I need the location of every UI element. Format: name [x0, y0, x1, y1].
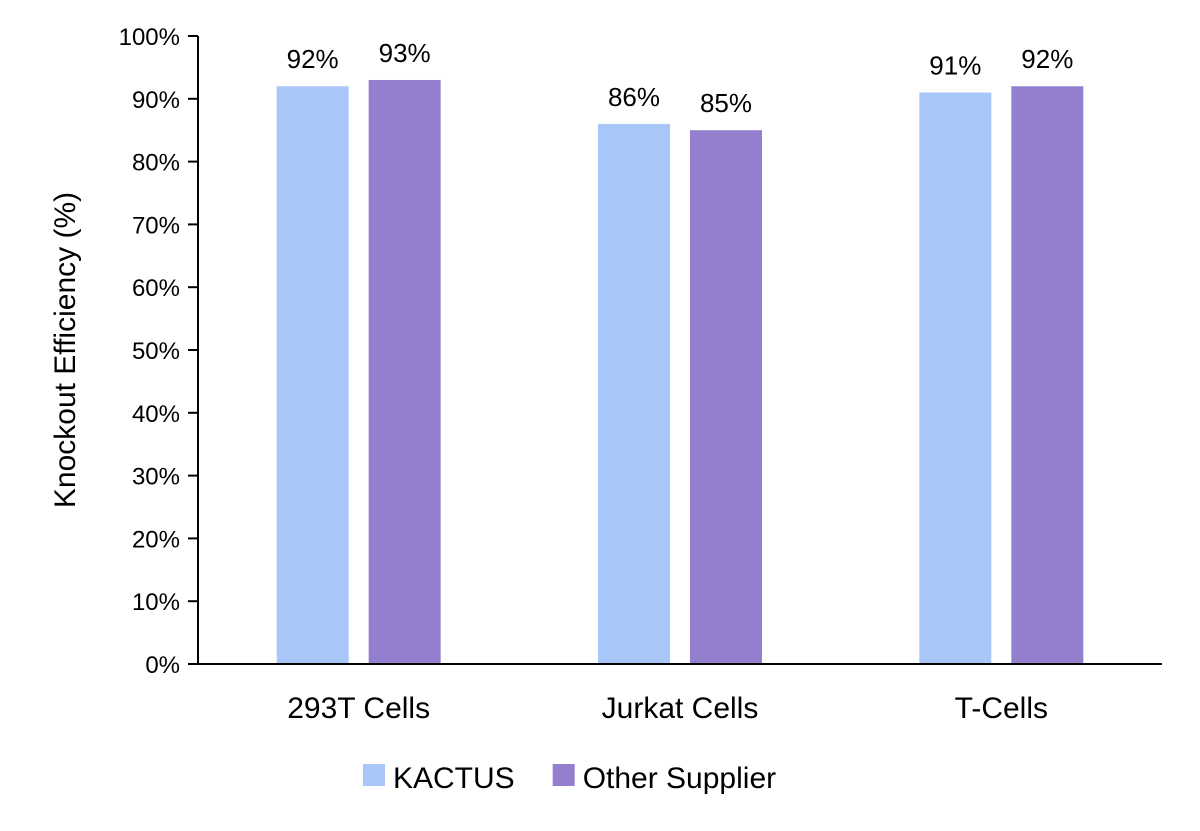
x-axis: 293T Cells Jurkat Cells T-Cells	[198, 663, 1162, 725]
x-category-label: 293T Cells	[287, 692, 430, 725]
bar-data-label: 92%	[287, 44, 339, 74]
y-tick-label: 100%	[119, 24, 180, 51]
y-tick-label: 70%	[132, 212, 180, 239]
bar-data-label: 93%	[379, 38, 431, 68]
bar-data-label: 92%	[1021, 44, 1073, 74]
y-tick-label: 40%	[132, 401, 180, 428]
y-tick-label: 20%	[132, 526, 180, 553]
y-tick-label: 50%	[132, 338, 180, 365]
y-tick-label: 90%	[132, 87, 180, 114]
bar	[368, 79, 441, 664]
bar	[919, 92, 992, 664]
y-axis-title: Knockout Efficiency (%)	[49, 192, 82, 508]
y-tick-label: 80%	[132, 150, 180, 177]
bar	[1011, 86, 1084, 665]
bar	[690, 130, 762, 664]
y-tick-label: 60%	[132, 275, 180, 302]
x-category-label: T-Cells	[955, 692, 1048, 725]
legend: KACTUS Other Supplier	[363, 762, 776, 795]
legend-swatch	[363, 764, 385, 786]
bar-data-label: 85%	[700, 88, 752, 118]
y-tick-label: 30%	[132, 464, 180, 491]
legend-label: Other Supplier	[583, 762, 776, 795]
bar	[598, 123, 670, 665]
bar-data-label: 86%	[608, 82, 660, 112]
bar-data-label: 91%	[929, 51, 981, 81]
bar	[276, 86, 349, 665]
y-tick-label: 10%	[132, 589, 180, 616]
y-tick-label: 0%	[145, 652, 180, 679]
legend-swatch	[552, 764, 575, 786]
x-category-label: Jurkat Cells	[602, 692, 759, 725]
legend-label: KACTUS	[393, 762, 515, 795]
y-axis: 0% 10% 20% 30% 40% 50% 60% 70% 80% 90% 100%	[119, 24, 199, 679]
bars: 92% 93% 86% 85% 91% 92%	[276, 38, 1084, 665]
